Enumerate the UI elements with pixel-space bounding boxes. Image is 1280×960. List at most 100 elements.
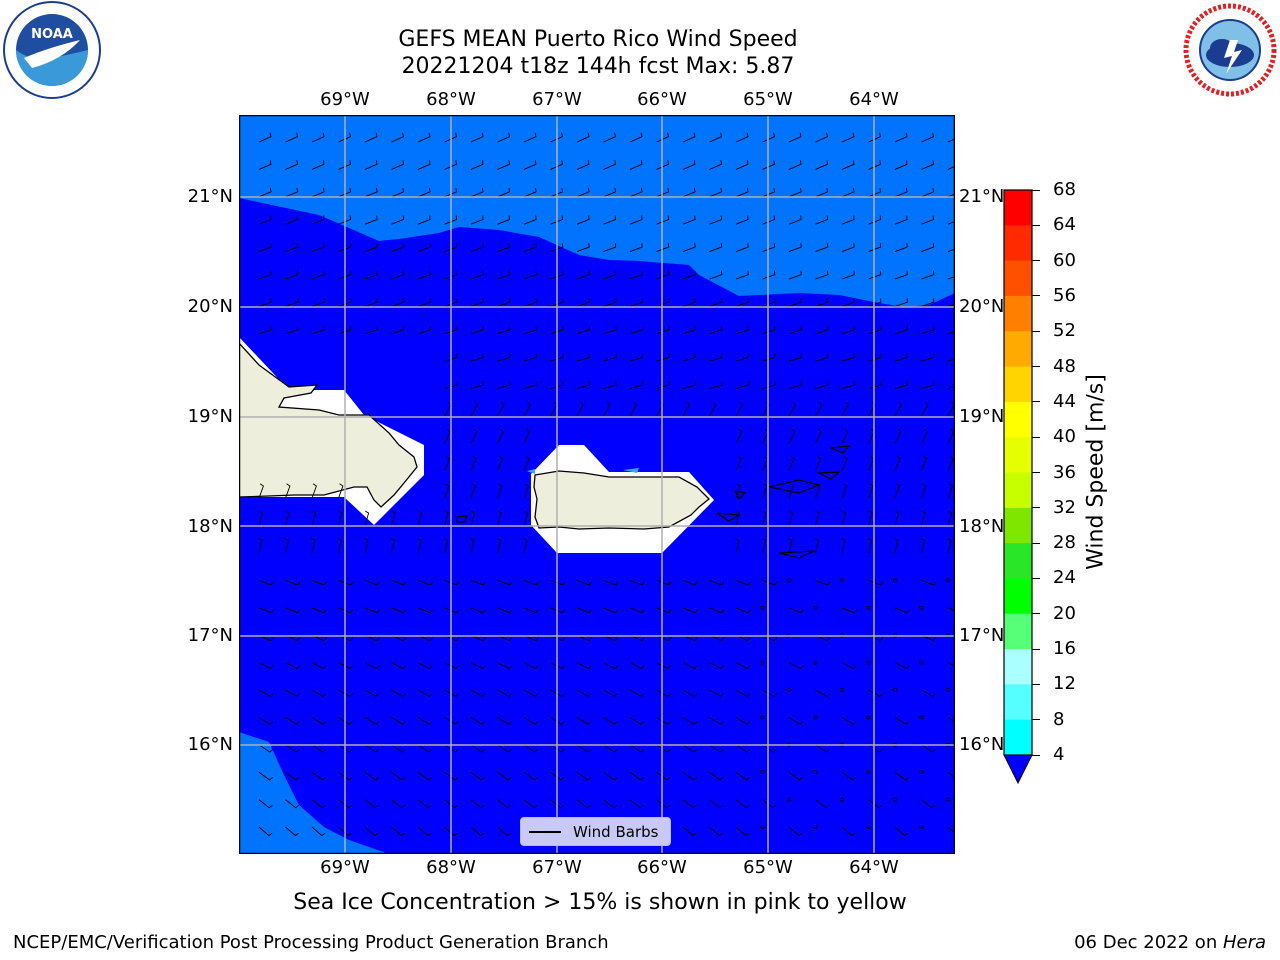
wind-barb [735, 401, 744, 417]
wind-barb [656, 243, 670, 253]
wind-barb [338, 689, 353, 697]
wind-barb [709, 160, 722, 170]
lat-tick-right-20n: 20°N [959, 296, 1005, 317]
wind-barb [603, 662, 619, 670]
wind-barb [523, 456, 530, 471]
wind-barb [629, 243, 643, 253]
wind-barb [497, 579, 513, 586]
wind-barb [894, 662, 910, 670]
wind-barb [629, 132, 643, 143]
wind-barb [894, 298, 908, 307]
wind-barb [894, 456, 901, 471]
wind-barb [444, 243, 458, 253]
colorbar-tick-label: 24 [1053, 567, 1076, 589]
colorbar-tick-label: 40 [1053, 426, 1076, 448]
wind-barb [735, 662, 751, 670]
wind-barb [338, 215, 352, 225]
wind-barb [391, 799, 406, 809]
lat-tick-left-21n: 21°N [187, 186, 233, 207]
wind-barb [523, 132, 537, 143]
map-plot [239, 115, 955, 854]
wind-barb [285, 689, 300, 697]
wind-barb [444, 607, 460, 614]
colorbar-tick-mark [1032, 401, 1040, 403]
wind-barb [841, 428, 849, 444]
colorbar-tick-label: 28 [1053, 532, 1076, 554]
wind-barb [762, 579, 778, 586]
wind-barb [311, 662, 327, 670]
wind-barb [285, 243, 299, 253]
wind-barb [364, 744, 380, 753]
wind-barb [656, 401, 664, 417]
credit-host: Hera [1222, 932, 1266, 953]
wind-barb [947, 483, 953, 499]
wind-barb [762, 401, 770, 417]
wind-barb [629, 662, 645, 670]
calm-barb [946, 688, 951, 693]
wind-barb [523, 428, 531, 444]
wind-barb [523, 215, 537, 225]
wind-barb [364, 662, 380, 670]
wind-barb [868, 243, 882, 253]
lat-tick-left-19n: 19°N [187, 406, 233, 427]
wind-barb [682, 689, 698, 697]
wind-barb [417, 826, 432, 837]
calm-barb [813, 715, 818, 720]
wind-barb [841, 298, 855, 307]
wind-barb [841, 662, 857, 670]
wind-barb [391, 579, 407, 586]
wind-barb [921, 456, 928, 471]
band-light-north [239, 115, 955, 307]
wind-barb [550, 325, 564, 335]
wind-barb [894, 270, 908, 280]
wind-barb [656, 380, 670, 390]
wind-barb [868, 215, 882, 225]
calm-barb [946, 633, 951, 638]
wind-barb [735, 298, 749, 307]
wind-barb [735, 270, 749, 280]
wind-barb [921, 689, 936, 697]
wind-barb [682, 771, 697, 781]
wind-barb [576, 160, 590, 170]
calm-barb [840, 578, 845, 583]
wind-barb [550, 771, 565, 781]
wind-barb [735, 325, 749, 335]
noaa-logo: NOAA [2, 0, 102, 100]
wind-barb [815, 243, 829, 253]
wind-barb [762, 634, 778, 642]
wind-barb [497, 243, 511, 253]
wind-barb [364, 132, 378, 143]
wind-barb [735, 215, 749, 225]
wind-barb [258, 744, 274, 753]
wind-barb [338, 298, 352, 307]
wind-barb [285, 160, 298, 170]
calm-barb [946, 578, 951, 583]
wind-barb [920, 538, 925, 554]
wind-barb [709, 298, 723, 307]
wind-barb [709, 662, 725, 670]
wind-barb [285, 607, 301, 614]
wind-barb [735, 353, 749, 362]
wind-barb [444, 689, 459, 697]
wind-barb [921, 353, 935, 362]
wind-barb [311, 187, 325, 198]
wind-barb [285, 325, 299, 335]
wind-barb [894, 483, 900, 499]
colorbar-tick-mark [1032, 295, 1040, 297]
wind-barb [868, 353, 882, 362]
wind-barb [656, 799, 671, 809]
wind-barb [311, 215, 325, 225]
wind-barb [603, 243, 617, 253]
colorbar-segment [1004, 190, 1032, 226]
wind-barb [523, 483, 529, 499]
wind-barb [788, 717, 804, 725]
wind-barb [550, 689, 565, 697]
wind-barb [364, 538, 369, 554]
wind-barb [603, 607, 619, 614]
wind-barb [762, 243, 776, 253]
wind-barb [417, 634, 433, 642]
wind-barb [921, 160, 934, 170]
wind-barb [391, 717, 406, 725]
wind-barb [338, 243, 352, 253]
wind-barb [338, 607, 354, 614]
